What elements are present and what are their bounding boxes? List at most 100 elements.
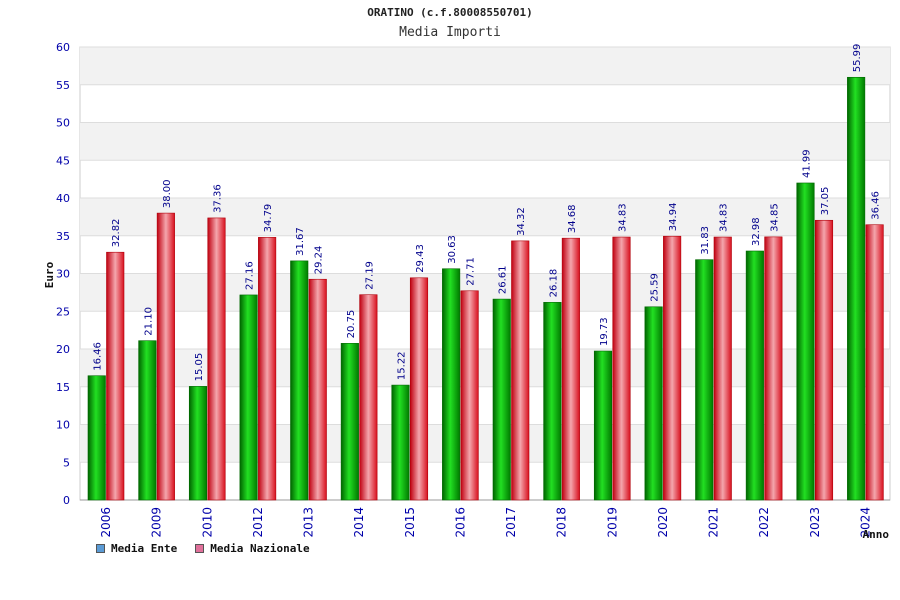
bar-media-nazionale: [156, 212, 175, 501]
bar-value-label: 37.05: [820, 187, 831, 216]
y-tick-label: 35: [56, 230, 70, 243]
y-tick-label: 60: [56, 41, 70, 54]
chart-title: ORATINO (c.f.80008550701): [367, 6, 533, 19]
bar-media-ente: [644, 306, 663, 501]
bar-media-ente: [442, 268, 461, 501]
bar-media-nazionale: [258, 237, 277, 501]
bar-media-ente: [543, 302, 562, 501]
bar-media-nazionale: [460, 290, 479, 501]
bar-value-label: 31.67: [295, 227, 306, 256]
bar-value-label: 55.99: [852, 44, 863, 73]
bar-value-label: 34.94: [668, 203, 679, 232]
bar-media-ente: [340, 343, 359, 501]
bar-media-nazionale: [207, 217, 226, 501]
y-tick-label: 40: [56, 192, 70, 205]
bar-value-label: 20.75: [346, 310, 357, 339]
bar-media-nazionale: [359, 294, 378, 501]
bar-media-nazionale: [814, 219, 834, 501]
x-axis-label: Anno: [863, 528, 890, 541]
y-tick-label: 55: [56, 79, 70, 92]
bar-media-ente: [593, 350, 613, 501]
legend-swatch-media-ente: [96, 544, 105, 553]
y-tick-label: 25: [56, 305, 70, 318]
bar-value-label: 37.36: [213, 184, 224, 213]
x-tick-label: 2022: [757, 507, 771, 538]
y-tick-label: 15: [56, 381, 70, 394]
x-tick-label: 2021: [707, 507, 721, 538]
bar-value-label: 34.83: [618, 203, 629, 232]
bar-value-label: 15.05: [194, 353, 205, 382]
bar-value-label: 16.46: [93, 342, 104, 371]
y-tick-label: 10: [56, 419, 70, 432]
bar-value-label: 27.16: [245, 261, 256, 290]
chart-subtitle: Media Importi: [399, 25, 501, 40]
bar-media-nazionale: [106, 251, 125, 501]
bar-value-label: 15.22: [397, 351, 408, 380]
bar-value-label: 27.19: [364, 261, 375, 290]
bar-value-label: 29.24: [314, 246, 325, 275]
legend: Media Ente Media Nazionale: [96, 542, 310, 555]
bar-media-nazionale: [612, 236, 631, 501]
y-tick-label: 50: [56, 117, 70, 130]
bar-media-nazionale: [865, 224, 884, 501]
x-tick-label: 2006: [99, 507, 113, 538]
legend-swatch-media-nazionale: [195, 544, 205, 553]
y-tick-label: 30: [56, 268, 70, 281]
bar-media-ente: [87, 375, 106, 501]
x-tick-label: 2024: [858, 507, 872, 538]
bar-media-ente: [745, 250, 764, 501]
bar-media-ente: [239, 294, 258, 501]
bar-media-ente: [290, 260, 309, 501]
bar-value-label: 36.46: [871, 191, 882, 220]
bar-value-label: 34.79: [263, 204, 274, 233]
x-tick-label: 2017: [504, 507, 518, 538]
x-tick-label: 2016: [453, 507, 467, 538]
bar-media-nazionale: [308, 278, 327, 501]
x-tick-label: 2012: [251, 507, 265, 538]
x-tick-label: 2018: [555, 507, 569, 538]
legend-item-media-nazionale: Media Nazionale: [195, 542, 310, 555]
y-axis-label: Euro: [43, 261, 56, 288]
bar-media-ente: [188, 386, 208, 501]
bar-value-label: 38.00: [162, 179, 173, 208]
x-tick-label: 2019: [605, 507, 619, 538]
bar-value-label: 26.18: [548, 269, 559, 298]
legend-label-media-ente: Media Ente: [111, 542, 178, 555]
bar-media-nazionale: [663, 235, 682, 501]
legend-item-media-ente: Media Ente: [96, 542, 177, 555]
y-tick-label: 0: [63, 494, 70, 507]
x-tick-label: 2009: [150, 507, 164, 538]
bar-media-ente: [138, 340, 157, 501]
bar-media-ente: [847, 76, 866, 501]
grid-band: [80, 47, 890, 85]
bar-media-ente: [796, 182, 815, 501]
bar-value-label: 21.10: [143, 307, 154, 336]
x-tick-label: 2015: [403, 507, 417, 538]
y-tick-label: 20: [56, 343, 70, 356]
bar-value-label: 25.59: [650, 273, 661, 302]
bar-value-label: 32.82: [111, 219, 122, 248]
x-tick-label: 2013: [302, 507, 316, 538]
bar-value-label: 27.71: [466, 257, 477, 286]
bar-value-label: 32.98: [751, 217, 762, 246]
bar-media-ente: [695, 259, 714, 501]
bar-media-nazionale: [764, 236, 783, 501]
bar-value-label: 34.85: [769, 203, 780, 232]
bar-media-nazionale: [511, 240, 530, 501]
y-tick-label: 45: [56, 154, 70, 167]
x-tick-label: 2020: [656, 507, 670, 538]
bar-value-label: 30.63: [447, 235, 458, 264]
bar-media-nazionale: [409, 277, 429, 501]
bar-value-label: 41.99: [802, 149, 813, 178]
bar-value-label: 34.83: [719, 203, 730, 232]
bar-media-ente: [492, 298, 511, 501]
x-tick-label: 2014: [352, 507, 366, 538]
bar-value-label: 34.32: [516, 207, 527, 236]
bar-value-label: 31.83: [700, 226, 711, 255]
bar-media-ente: [391, 384, 410, 501]
grid-band: [80, 122, 890, 161]
bar-value-label: 29.43: [415, 244, 426, 273]
legend-label-media-nazionale: Media Nazionale: [210, 542, 310, 555]
bar-value-label: 19.73: [599, 317, 610, 346]
